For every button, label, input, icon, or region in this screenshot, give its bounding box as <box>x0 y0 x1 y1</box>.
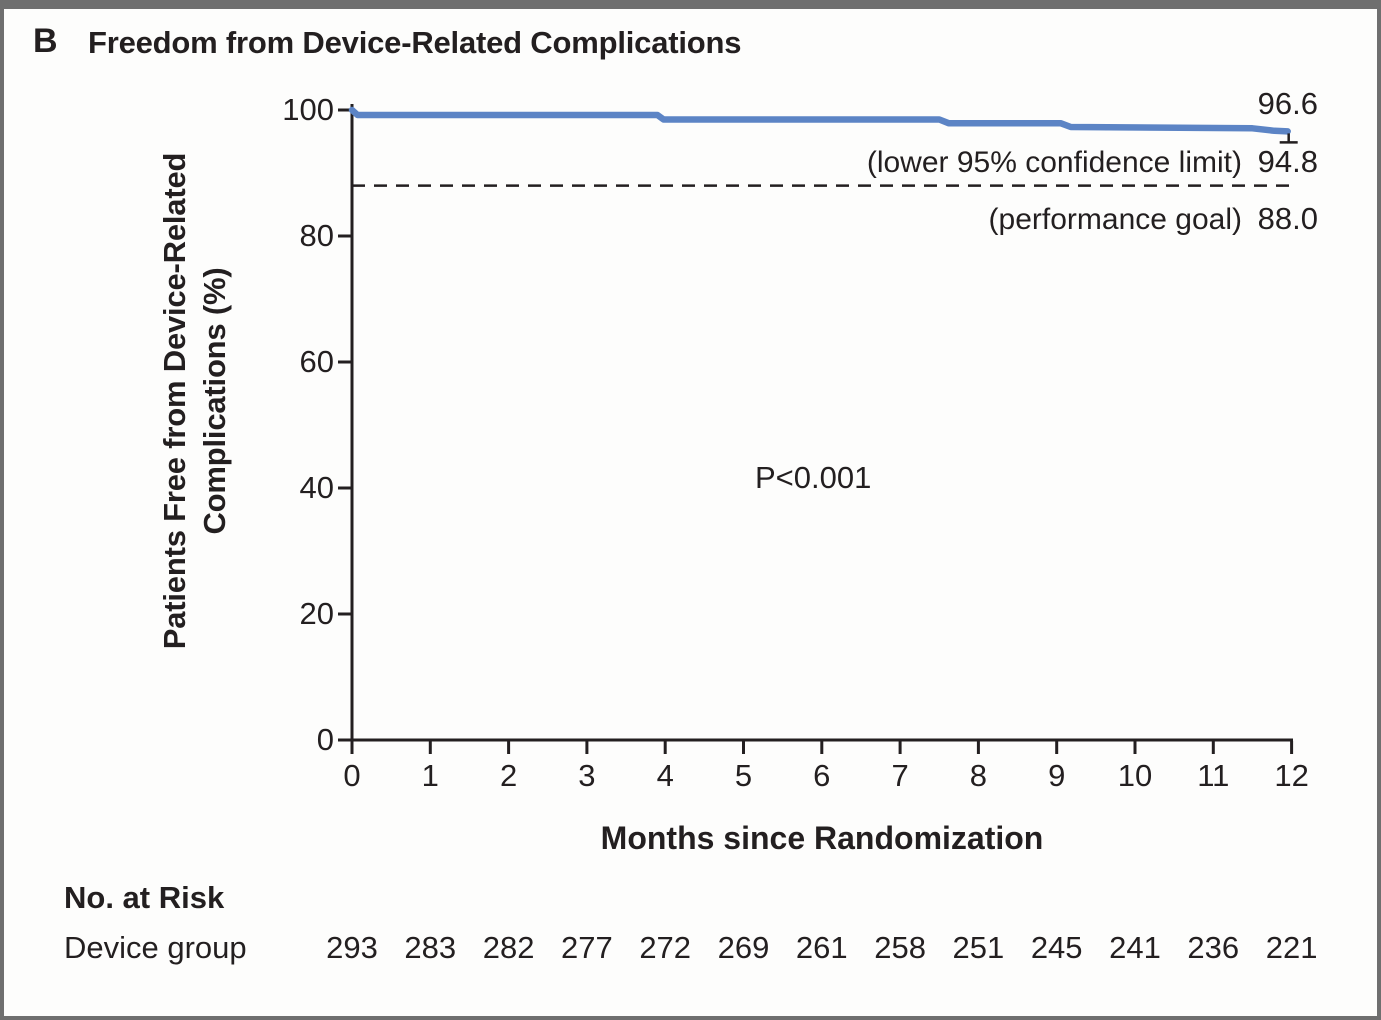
risk-value: 221 <box>1265 930 1318 965</box>
x-tick-label: 5 <box>734 758 753 793</box>
risk-value: 293 <box>326 930 378 965</box>
risk-value: 241 <box>1109 930 1161 965</box>
y-tick-label: 80 <box>299 218 334 253</box>
risk-value: 245 <box>1030 930 1083 965</box>
y-tick-label: 0 <box>316 722 334 757</box>
confidence-limit-label: (lower 95% confidence limit) <box>866 146 1242 179</box>
risk-value: 283 <box>404 930 457 965</box>
panel-letter: B <box>33 22 58 60</box>
risk-row-label: Device group <box>64 930 247 965</box>
final-estimate-annotation: 96.6 <box>1242 86 1318 122</box>
panel-title: Freedom from Device-Related Complication… <box>88 25 742 60</box>
risk-value: 258 <box>874 930 926 965</box>
x-tick-label: 0 <box>343 758 361 793</box>
performance-goal-annotation: (performance goal) 88.0 <box>989 201 1318 237</box>
y-tick-label: 100 <box>282 92 334 127</box>
x-tick-label: 10 <box>1117 758 1153 793</box>
x-tick-label: 6 <box>813 758 831 793</box>
risk-value: 282 <box>482 930 535 965</box>
y-axis-title-line1: Patients Free from Device-Related <box>157 152 192 650</box>
survival-curve <box>348 106 1291 135</box>
risk-value: 269 <box>717 930 770 965</box>
risk-table-header: No. at Risk <box>64 880 225 915</box>
x-tick-label: 2 <box>499 758 518 793</box>
y-tick-label: 60 <box>299 344 334 379</box>
confidence-limit-annotation: (lower 95% confidence limit) 94.8 <box>867 144 1318 180</box>
y-axis-title: Patients Free from Device-Related Compli… <box>155 81 241 721</box>
x-tick-label: 4 <box>656 758 674 793</box>
risk-value: 236 <box>1187 930 1240 965</box>
risk-value: 261 <box>795 930 848 965</box>
performance-goal-value: 88.0 <box>1257 201 1318 236</box>
x-tick-label: 7 <box>891 758 909 793</box>
x-axis-title: Months since Randomization <box>600 820 1044 856</box>
risk-value: 272 <box>639 930 692 965</box>
final-estimate-value: 96.6 <box>1257 86 1318 121</box>
x-tick-label: 8 <box>969 758 988 793</box>
x-tick-label: 12 <box>1274 758 1309 793</box>
confidence-limit-value: 94.8 <box>1257 144 1318 179</box>
risk-value: 251 <box>952 930 1005 965</box>
p-value: P<0.001 <box>755 460 872 495</box>
x-tick-label: 11 <box>1197 758 1230 793</box>
y-tick-label: 40 <box>299 470 334 505</box>
risk-value: 277 <box>561 930 613 965</box>
x-tick-label: 9 <box>1048 758 1066 793</box>
y-tick-label: 20 <box>299 596 334 631</box>
x-tick-label: 3 <box>578 758 596 793</box>
x-tick-label: 1 <box>421 758 439 793</box>
y-axis-title-line2: Complications (%) <box>197 267 232 535</box>
performance-goal-label: (performance goal) <box>988 203 1242 236</box>
